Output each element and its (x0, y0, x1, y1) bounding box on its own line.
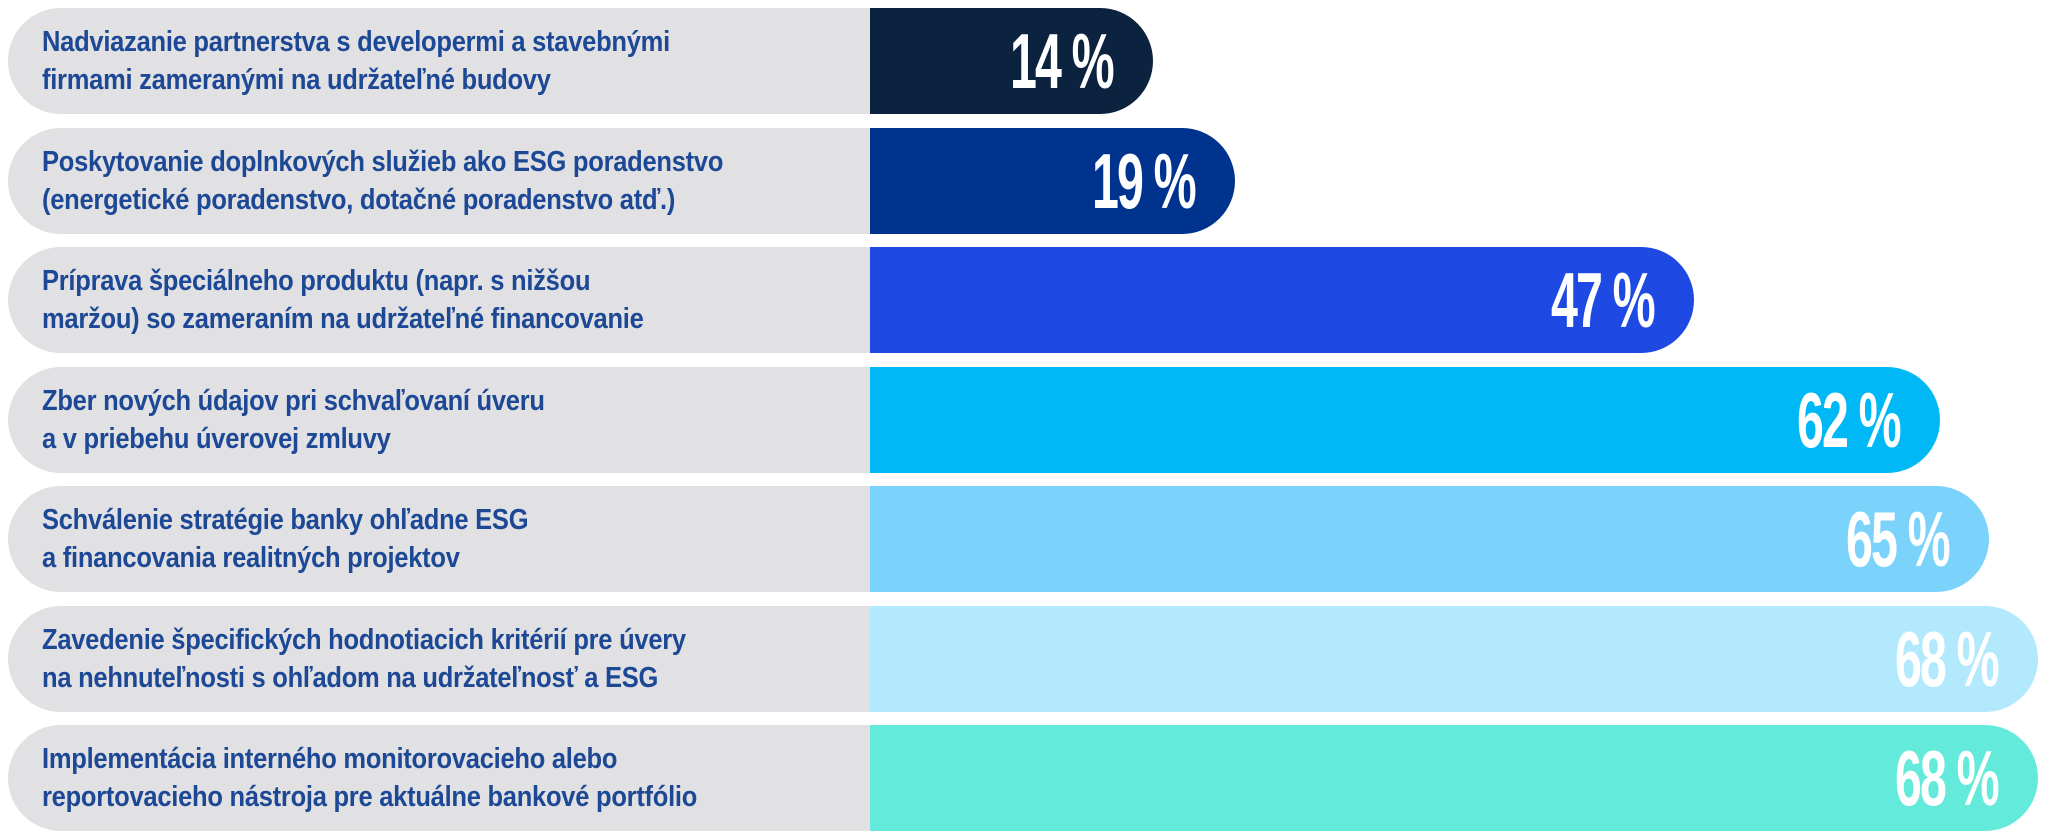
bar: 62 % (870, 366, 1940, 473)
data-label: 47 % (1551, 256, 1656, 344)
data-label: 62 % (1797, 375, 1902, 464)
category-label-box: Nadviazanie partnerstva s developermi a … (8, 8, 870, 114)
category-label: Zavedenie špecifických hodnotiacich krit… (42, 621, 834, 697)
category-label-line: a v priebehu úverovej zmluvy (42, 422, 391, 455)
category-label: Implementácia interného monitorovacieho … (42, 740, 834, 816)
bar: 68 % (870, 725, 2039, 831)
bar: 65 % (870, 486, 1989, 592)
bar: 14 % (870, 8, 1153, 114)
data-label: 65 % (1846, 495, 1951, 583)
category-label-line: firmami zameranými na udržateľné budovy (42, 64, 551, 96)
data-label: 19 % (1091, 136, 1197, 225)
category-label: Nadviazanie partnerstva s developermi a … (42, 23, 834, 99)
category-label-line: Implementácia interného monitorovacieho … (42, 743, 618, 775)
category-label-line: Nadviazanie partnerstva s developermi a … (42, 26, 670, 58)
bar: 47 % (870, 247, 1694, 353)
category-label: Zber nových údajov pri schvaľovaní úveru… (42, 382, 834, 458)
category-label-line: na nehnuteľnosti s ohľadom na udržateľno… (42, 661, 659, 694)
data-label: 14 % (1009, 17, 1115, 105)
category-label: Príprava špeciálneho produktu (napr. s n… (42, 262, 834, 338)
category-label-box: Príprava špeciálneho produktu (napr. s n… (8, 247, 870, 353)
category-label-box: Implementácia interného monitorovacieho … (8, 725, 870, 831)
category-label-box: Zavedenie špecifických hodnotiacich krit… (8, 605, 870, 712)
category-label-line: Príprava špeciálneho produktu (napr. s n… (42, 265, 591, 297)
category-label-box: Poskytovanie doplnkových služieb ako ESG… (8, 127, 870, 234)
bar: 68 % (870, 605, 2039, 712)
category-label: Schválenie stratégie banky ohľadne ESG a … (42, 501, 834, 577)
category-label-line: maržou) so zameraním na udržateľné finan… (42, 303, 644, 335)
category-label: Poskytovanie doplnkových služieb ako ESG… (42, 143, 834, 219)
category-label-line: Zavedenie špecifických hodnotiacich krit… (42, 623, 686, 656)
category-label-box: Schválenie stratégie banky ohľadne ESG a … (8, 486, 870, 592)
category-label-line: reportovacieho nástroja pre aktuálne ban… (42, 781, 698, 813)
category-label-line: Zber nových údajov pri schvaľovaní úveru (42, 384, 545, 417)
category-label-line: (energetické poradenstvo, dotačné porade… (42, 183, 676, 216)
data-label: 68 % (1895, 614, 2000, 703)
category-label-line: a financovania realitných projektov (42, 542, 460, 574)
category-label-box: Zber nových údajov pri schvaľovaní úveru… (8, 366, 870, 473)
data-label: 68 % (1895, 734, 2000, 822)
category-label-line: Poskytovanie doplnkových služieb ako ESG… (42, 145, 724, 178)
category-label-line: Schválenie stratégie banky ohľadne ESG (42, 504, 529, 536)
bar: 19 % (870, 127, 1235, 234)
